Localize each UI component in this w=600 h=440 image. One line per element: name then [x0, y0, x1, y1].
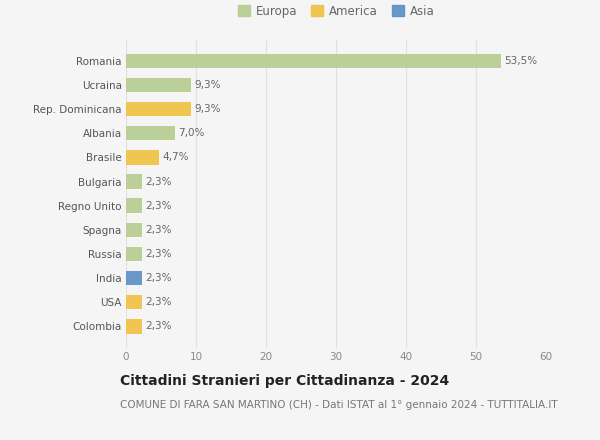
Text: 2,3%: 2,3% [146, 297, 172, 307]
Bar [126, 223, 142, 237]
Text: 9,3%: 9,3% [194, 80, 221, 90]
Bar [126, 102, 191, 116]
Text: 2,3%: 2,3% [146, 201, 172, 211]
Text: 2,3%: 2,3% [146, 321, 172, 331]
Bar [126, 319, 142, 334]
Text: 9,3%: 9,3% [194, 104, 221, 114]
Bar [126, 150, 159, 165]
Text: Cittadini Stranieri per Cittadinanza - 2024: Cittadini Stranieri per Cittadinanza - 2… [120, 374, 449, 388]
Bar [126, 271, 142, 285]
Bar [126, 247, 142, 261]
Bar [126, 174, 142, 189]
Text: 2,3%: 2,3% [146, 273, 172, 283]
Bar [126, 126, 175, 140]
Text: COMUNE DI FARA SAN MARTINO (CH) - Dati ISTAT al 1° gennaio 2024 - TUTTITALIA.IT: COMUNE DI FARA SAN MARTINO (CH) - Dati I… [120, 400, 557, 411]
Text: 2,3%: 2,3% [146, 225, 172, 235]
Text: 2,3%: 2,3% [146, 249, 172, 259]
Legend: Europa, America, Asia: Europa, America, Asia [235, 2, 437, 20]
Text: 53,5%: 53,5% [504, 56, 537, 66]
Text: 7,0%: 7,0% [179, 128, 205, 138]
Text: 4,7%: 4,7% [163, 152, 189, 162]
Bar [126, 198, 142, 213]
Bar [126, 54, 500, 68]
Text: 2,3%: 2,3% [146, 176, 172, 187]
Bar [126, 78, 191, 92]
Bar [126, 295, 142, 309]
